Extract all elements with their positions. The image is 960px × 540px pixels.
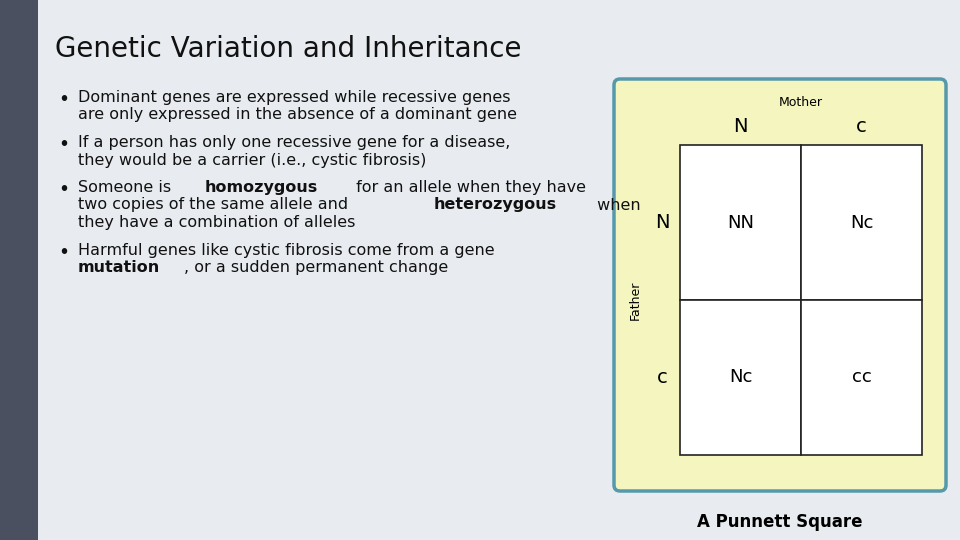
Text: Nc: Nc bbox=[850, 213, 874, 232]
Text: NN: NN bbox=[727, 213, 754, 232]
Text: Mother: Mother bbox=[779, 97, 823, 110]
Text: Nc: Nc bbox=[729, 368, 753, 387]
Text: N: N bbox=[733, 118, 748, 137]
Bar bbox=[0, 0, 38, 540]
Text: mutation: mutation bbox=[78, 260, 160, 275]
Text: heterozygous: heterozygous bbox=[433, 198, 556, 213]
Text: •: • bbox=[58, 242, 69, 261]
FancyBboxPatch shape bbox=[614, 79, 946, 491]
Text: when: when bbox=[592, 198, 640, 213]
Text: Harmful genes like cystic fibrosis come from a gene: Harmful genes like cystic fibrosis come … bbox=[78, 242, 494, 258]
Text: they have a combination of alleles: they have a combination of alleles bbox=[78, 215, 355, 230]
Text: cc: cc bbox=[852, 368, 872, 387]
Text: for an allele when they have: for an allele when they have bbox=[351, 180, 586, 195]
Text: c: c bbox=[657, 368, 667, 387]
Text: c: c bbox=[856, 118, 867, 137]
Text: two copies of the same allele and: two copies of the same allele and bbox=[78, 198, 353, 213]
Text: Dominant genes are expressed while recessive genes: Dominant genes are expressed while reces… bbox=[78, 90, 511, 105]
Text: Someone is: Someone is bbox=[78, 180, 177, 195]
Text: they would be a carrier (i.e., cystic fibrosis): they would be a carrier (i.e., cystic fi… bbox=[78, 152, 426, 167]
Text: are only expressed in the absence of a dominant gene: are only expressed in the absence of a d… bbox=[78, 107, 517, 123]
Text: •: • bbox=[58, 90, 69, 109]
Bar bbox=[801, 145, 922, 300]
Bar bbox=[801, 300, 922, 455]
Text: N: N bbox=[655, 213, 669, 232]
Text: Genetic Variation and Inheritance: Genetic Variation and Inheritance bbox=[55, 35, 521, 63]
Text: •: • bbox=[58, 135, 69, 154]
Bar bbox=[680, 300, 801, 455]
Text: homozygous: homozygous bbox=[204, 180, 318, 195]
Text: A Punnett Square: A Punnett Square bbox=[697, 513, 863, 531]
Text: Father: Father bbox=[629, 280, 641, 320]
Text: •: • bbox=[58, 180, 69, 199]
Text: If a person has only one recessive gene for a disease,: If a person has only one recessive gene … bbox=[78, 135, 511, 150]
Text: , or a sudden permanent change: , or a sudden permanent change bbox=[184, 260, 448, 275]
Bar bbox=[680, 145, 801, 300]
